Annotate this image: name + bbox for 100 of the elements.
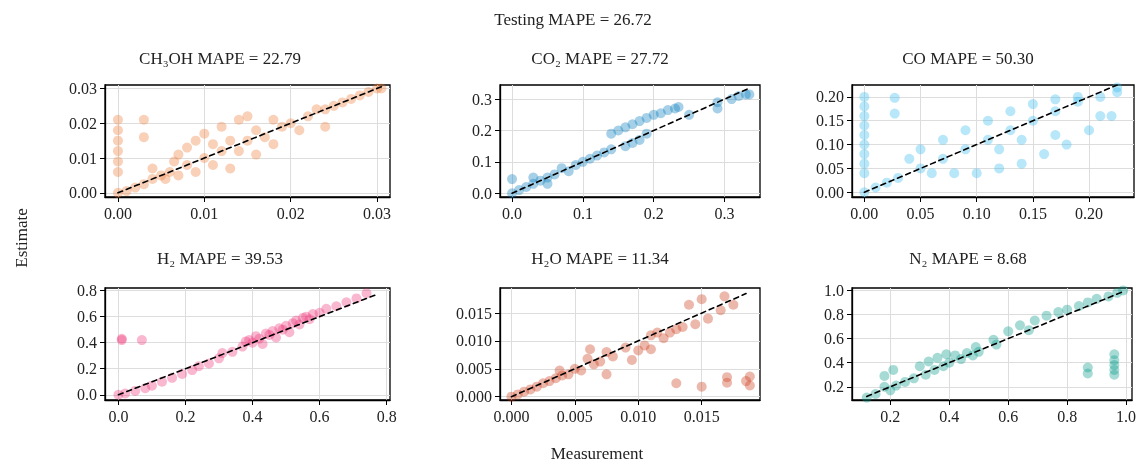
point [673, 101, 684, 112]
point [645, 344, 656, 355]
point [207, 160, 218, 170]
y-tick-label: 0.005 [456, 360, 492, 378]
y-tick-label: 0.000 [456, 388, 492, 406]
point [677, 322, 688, 332]
point [320, 121, 331, 132]
chart-title: CO MAPE = 50.30 [902, 49, 1034, 68]
point [112, 156, 123, 167]
point [641, 112, 652, 123]
x-tick-label: 0.010 [620, 407, 657, 425]
point [199, 128, 210, 139]
y-tick-label: 0.0 [77, 386, 97, 404]
x-tick-label: 0.6 [309, 407, 330, 425]
y-tick-label: 0.0 [472, 184, 492, 202]
point [190, 135, 201, 146]
point [136, 335, 147, 346]
x-tick-label: 0.4 [939, 407, 960, 425]
x-tick-label: 0.01 [190, 204, 219, 222]
point [242, 111, 253, 122]
point [1095, 91, 1106, 102]
point [938, 134, 948, 145]
point [528, 172, 539, 183]
y-tick-label: 0.2 [824, 378, 844, 396]
point [251, 125, 262, 136]
x-tick-label: 0.2 [643, 204, 664, 222]
x-tick-label: 0.0 [502, 204, 523, 222]
point [1050, 94, 1061, 105]
point [173, 149, 184, 160]
point [620, 122, 631, 133]
x-tick-label: 0.4 [242, 407, 263, 425]
point [982, 115, 993, 126]
point [1005, 106, 1016, 117]
y-tick-label: 0.10 [816, 136, 844, 154]
point [696, 381, 707, 392]
point [696, 294, 707, 305]
point [1039, 149, 1050, 160]
point [225, 163, 236, 174]
text: Estimate [12, 208, 32, 268]
point [147, 163, 158, 174]
point [859, 168, 870, 179]
text: Testing MAPE = 26.72 [494, 10, 652, 30]
point [1118, 285, 1129, 296]
point [741, 376, 752, 387]
x-tick-label: 0.1 [572, 204, 593, 222]
point [112, 135, 123, 146]
point [146, 380, 157, 391]
point [216, 121, 227, 132]
point [331, 301, 342, 312]
x-tick-label: 0.00 [103, 204, 132, 222]
x-tick-label: 0.05 [906, 204, 935, 222]
point [879, 370, 890, 381]
y-tick-label: 0.2 [77, 360, 97, 378]
point [719, 291, 730, 302]
x-tick-label: 0.3 [714, 204, 735, 222]
point [683, 299, 694, 310]
x-tick-label: 0.10 [962, 204, 991, 222]
point [138, 132, 149, 143]
point [507, 174, 518, 185]
point [138, 114, 149, 125]
point [182, 142, 193, 153]
point [703, 313, 713, 324]
point [225, 135, 236, 146]
point [595, 356, 606, 367]
point [601, 369, 612, 380]
point [173, 170, 184, 181]
point [190, 166, 201, 177]
y-tick-label: 0.015 [456, 304, 492, 322]
point [859, 101, 870, 112]
x-tick-label: 0.6 [998, 407, 1019, 425]
point [1062, 304, 1073, 315]
point [554, 365, 565, 376]
y-tick-label: 0.03 [69, 79, 97, 97]
y-tick-label: 0.3 [472, 90, 492, 108]
x-tick-label: 0.20 [1075, 204, 1104, 222]
chart-title: CH₃OH MAPE = 22.79 [139, 49, 301, 68]
point [1027, 99, 1038, 110]
point [257, 339, 268, 349]
point [994, 144, 1005, 155]
point [658, 333, 669, 344]
x-tick-label: 0.2 [175, 407, 196, 425]
point [1015, 320, 1025, 331]
x-tick-label: 0.015 [683, 407, 720, 425]
point [671, 378, 682, 389]
point [1106, 110, 1117, 121]
point [923, 356, 934, 367]
point [112, 125, 123, 136]
y-tick-label: 0.02 [69, 114, 97, 132]
x-tick-label: 0.8 [1057, 407, 1078, 425]
point [633, 345, 644, 356]
y-tick-label: 0.8 [824, 305, 844, 323]
point [321, 303, 332, 314]
point [728, 299, 739, 310]
y-tick-label: 0.010 [456, 332, 492, 350]
y-tick-label: 0.4 [824, 354, 844, 372]
point [157, 376, 167, 387]
point [294, 125, 305, 136]
y-tick-label: 0.6 [77, 308, 97, 326]
point [744, 89, 755, 100]
point [1003, 326, 1014, 337]
